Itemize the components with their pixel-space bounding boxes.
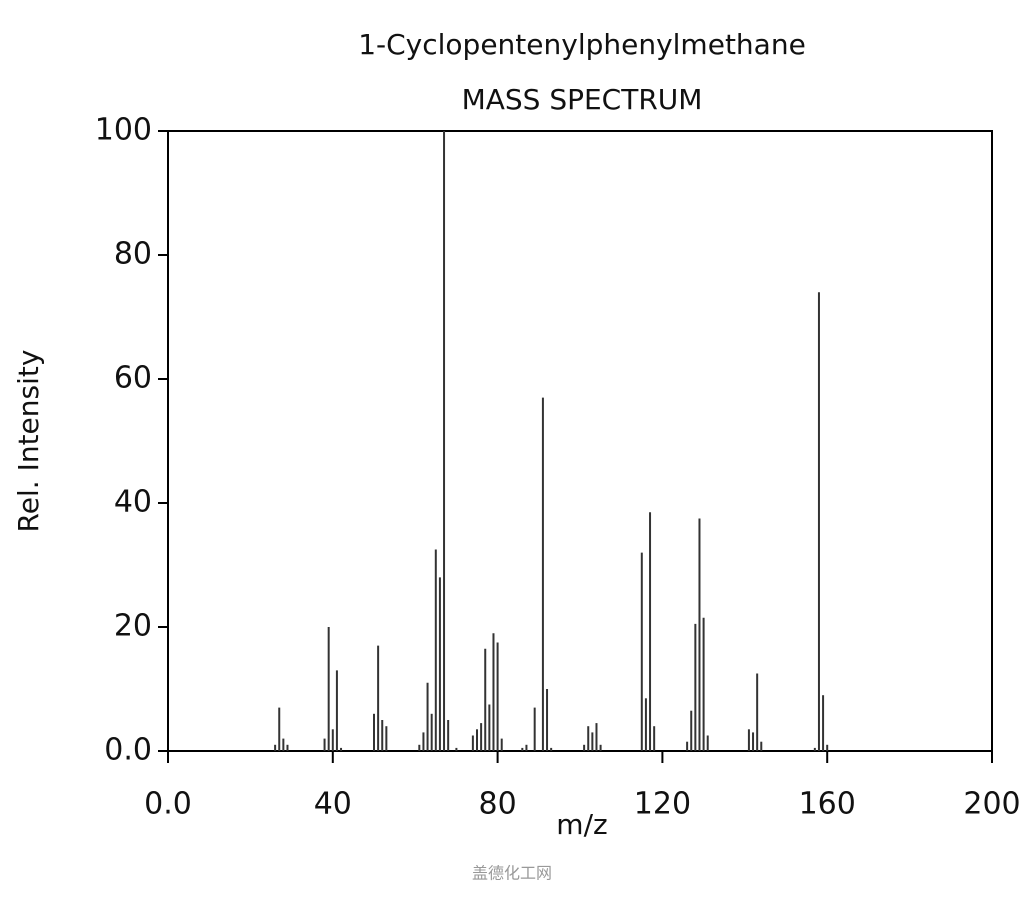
plot-frame <box>167 130 993 752</box>
y-tick-label: 60 <box>114 361 152 396</box>
x-tick-label: 200 <box>963 787 1020 822</box>
x-axis-label: m/z <box>556 808 607 841</box>
x-tick-label: 80 <box>479 787 517 822</box>
chart-title: 1-Cyclopentenylphenylmethane <box>358 28 806 61</box>
x-tick-label: 40 <box>314 787 352 822</box>
y-tick-label: 100 <box>95 113 152 148</box>
x-tick-label: 160 <box>799 787 856 822</box>
y-tick-label: 0.0 <box>104 733 152 768</box>
watermark: 盖德化工网 <box>472 864 552 883</box>
chart-subtitle: MASS SPECTRUM <box>462 83 703 116</box>
x-tick-label: 0.0 <box>144 787 192 822</box>
y-tick-label: 20 <box>114 609 152 644</box>
y-tick-label: 80 <box>114 237 152 272</box>
x-tick-label: 120 <box>634 787 691 822</box>
y-axis-label: Rel. Intensity <box>12 350 45 533</box>
y-tick-label: 40 <box>114 485 152 520</box>
